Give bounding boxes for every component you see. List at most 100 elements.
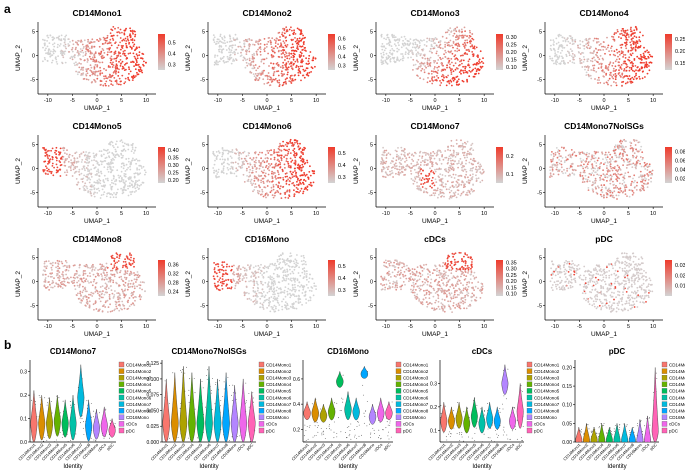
y-axis-label: UMAP_2 [15,271,22,297]
y-tick-label: 0.1 [20,417,27,423]
y-tick-label: 5 [202,256,205,262]
legend-swatch [118,414,125,420]
legend-label: CD14Mono7 [403,402,429,407]
umap-points [212,138,316,200]
violin-CD14Mono3 [46,397,54,439]
legend-label: CD14Mono3 [403,376,429,381]
violin-CD14Mono4 [327,397,336,421]
x-tick-label: pDC [382,442,391,451]
color-scale-bar [158,147,165,183]
umap-plot-title: pDC [595,234,612,244]
umap-plot-title: CD14Mono3 [410,8,459,18]
color-scale-bar [496,260,503,296]
y-tick-label: 0.2 [20,393,27,399]
x-tick-label: 0 [602,211,605,217]
legend-swatch [661,408,668,414]
y-tick-label: 0.000 [146,440,159,446]
panel-b-label: b [4,338,11,352]
x-tick-label: -10 [44,98,52,104]
legend-label: CD14Mono1 [126,362,152,367]
x-tick-label: 10 [481,211,487,217]
legend-swatch [526,388,533,394]
color-scale-bar [158,260,165,296]
y-axis-label: UMAP_2 [15,45,22,71]
color-scale-tick: 0.5 [338,264,346,270]
color-scale-tick: 0.15 [506,58,517,64]
legend-swatch [526,401,533,407]
violin-CD16Mono [368,404,377,425]
umap-points [42,252,146,313]
violin-CD14Mono4 [188,372,196,443]
legend-label: CD14Mono7 [534,402,560,407]
umap-points [42,139,147,199]
color-scale-tick: 0.20 [506,279,517,285]
umap-points [549,252,654,313]
legend-label: CD14Mono4 [266,382,292,387]
color-scale-tick: 0.10 [506,292,517,298]
x-axis-label: UMAP_1 [422,331,448,338]
color-scale-tick: 0.4 [338,55,346,61]
color-scale-tick: 0.01 [675,284,685,290]
legend-swatch [118,388,125,394]
x-tick-label: -10 [551,324,559,330]
y-tick-label: 0.2 [293,427,300,433]
violin-pDC [247,391,256,443]
legend-label: CD14Mono7 [669,402,685,407]
y-tick-label: 0 [370,167,373,173]
x-tick-label: -10 [44,324,52,330]
violin-plot-title: CD14Mono7 [50,347,97,356]
violin-plot-title: CD16Mono [327,347,369,356]
x-axis-label: UMAP_1 [422,105,448,112]
color-scale-tick: 0.3 [338,288,346,294]
color-scale-tick: 0.2 [506,154,514,160]
legend-label: CD14Mono3 [534,376,560,381]
legend-swatch [395,427,402,434]
y-axis-label: UMAP_2 [522,158,529,184]
y-tick-label: 0 [370,54,373,60]
x-axis-label: UMAP_1 [254,331,280,338]
violin-CD14Mono4 [463,406,471,434]
violin-CD14Mono3 [319,404,328,423]
legend-label: CD14Mono1 [534,362,560,367]
x-tick-label: 0 [95,98,98,104]
legend-swatch [395,394,402,401]
y-tick-label: 0.075 [146,393,159,399]
x-tick-label: 0 [95,324,98,330]
umap-plot-title: CD16Mono [245,234,289,244]
color-scale-tick: 0.08 [675,150,685,156]
legend-swatch [526,381,533,387]
x-axis-label: UMAP_1 [591,331,617,338]
violin-pDC [385,401,393,420]
violin-CD14Mono1 [303,401,311,420]
x-tick-label: 0 [265,98,268,104]
y-tick-label: 5 [539,143,542,149]
color-scale-tick: 0.30 [168,163,179,169]
x-axis-label: UMAP_1 [84,331,110,338]
umap-panel: CD14Mono1 -10 -5 0 5 10 -5 0 5 UMAP_1 UMAP_2 0.5 0.4… [15,8,685,338]
violin-CD14Mono7 [621,423,629,443]
color-scale-tick: 0.02 [675,177,685,183]
violin-CD14Mono8 [360,365,369,379]
umap-points [380,139,485,200]
legend-swatch [118,368,125,374]
y-tick-label: 0.125 [146,361,159,367]
color-scale-bar [496,147,503,183]
y-tick-label: 0.6 [293,377,300,383]
y-tick-label: 0.2 [430,405,437,411]
legend-label: cDCs [669,422,681,427]
violin-CD14Mono8 [222,372,230,443]
legend-swatch [258,388,265,394]
x-tick-label: cDCs [97,442,107,452]
legend-label: CD14Mono2 [126,369,152,374]
y-tick-label: 5 [539,256,542,262]
legend-swatch [661,361,668,368]
x-tick-label: -5 [577,211,582,217]
y-tick-label: 5 [202,143,205,149]
legend-label: CD14Mono7 [266,402,292,407]
color-scale-tick: 0.06 [675,159,685,165]
x-tick-label: 5 [627,211,630,217]
color-scale-bar [158,34,165,70]
x-axis-label: UMAP_1 [591,218,617,225]
legend-swatch [258,401,265,407]
violin-plot-CD14Mono7NoISGs: CD14Mono7NoISGs 0.125 0.100 0.075 0.050 0.025… [146,347,291,470]
